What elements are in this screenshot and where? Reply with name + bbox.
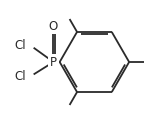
Text: Cl: Cl (15, 70, 26, 83)
Text: Cl: Cl (15, 39, 26, 52)
Text: O: O (49, 20, 58, 33)
Text: P: P (50, 56, 57, 68)
